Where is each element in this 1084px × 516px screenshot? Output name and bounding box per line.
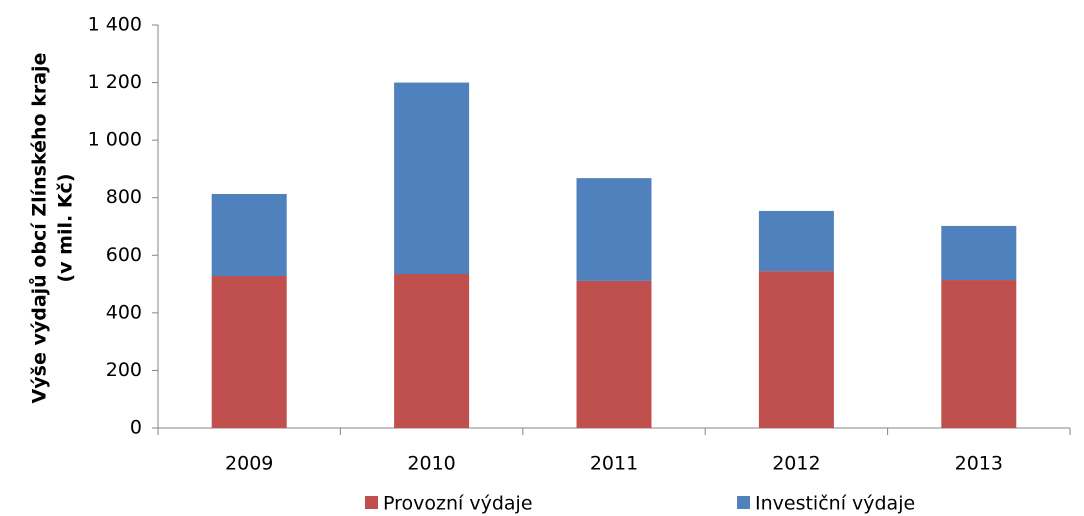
y-tick-label: 200 (106, 359, 142, 381)
y-tick-label: 1 400 (88, 14, 142, 36)
bar-segment (211, 193, 287, 277)
y-tick-label: 0 (130, 417, 142, 439)
x-tick-label: 2010 (407, 453, 455, 475)
y-axis-title-line: Výše výdajů obcí Zlínského kraje (28, 53, 51, 404)
legend-swatch (737, 496, 750, 509)
y-axis-title: Výše výdajů obcí Zlínského kraje (v mil.… (28, 53, 77, 404)
x-tick-label: 2009 (225, 453, 273, 475)
x-tick-label: 2013 (955, 453, 1003, 475)
legend-label: Investiční výdaje (755, 493, 915, 515)
y-tick-label: 600 (106, 244, 142, 266)
y-axis-title-line: (v mil. Kč) (55, 173, 77, 282)
y-tick-label: 1 000 (88, 129, 142, 151)
legend-label: Provozní výdaje (383, 493, 533, 515)
legend-swatch (365, 496, 378, 509)
y-tick-label: 400 (106, 301, 142, 323)
bar-segment (576, 178, 652, 281)
x-tick-label: 2011 (590, 453, 638, 475)
bar-segment (576, 280, 652, 428)
bar-segment (211, 276, 287, 428)
bar-segment (758, 210, 834, 272)
y-tick-label: 1 200 (88, 71, 142, 93)
bar-segment (394, 82, 470, 274)
x-tick-label: 2012 (772, 453, 820, 475)
bar-segment (941, 225, 1017, 281)
bar-segment (941, 280, 1017, 428)
bar-segment (394, 273, 470, 428)
y-tick-label: 800 (106, 186, 142, 208)
bar-segment (758, 271, 834, 428)
